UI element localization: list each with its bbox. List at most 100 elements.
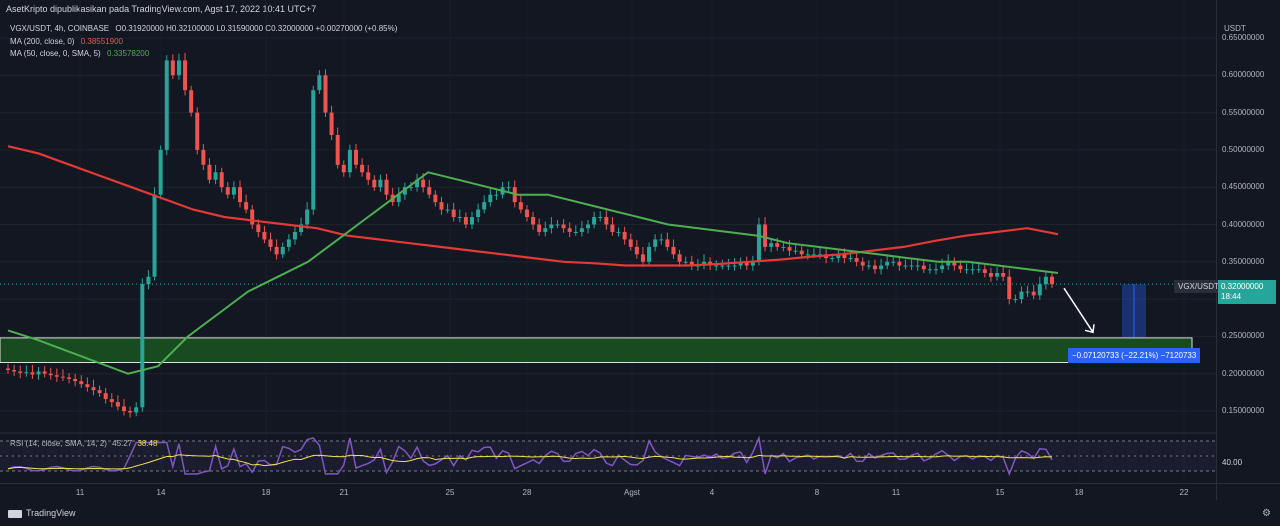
candle xyxy=(488,187,493,207)
candle-body xyxy=(42,371,47,374)
candle-body xyxy=(488,194,493,203)
candle-body xyxy=(781,246,786,248)
candle-body xyxy=(518,202,523,210)
time-label: 4 xyxy=(709,488,715,497)
candle xyxy=(262,225,267,244)
rsi-pane xyxy=(0,432,1216,477)
candle xyxy=(128,406,133,418)
candle xyxy=(463,212,468,229)
candle xyxy=(763,217,768,252)
candle xyxy=(396,187,401,207)
grid xyxy=(0,37,1216,412)
price-currency: USDT xyxy=(1224,24,1246,33)
price-scale[interactable] xyxy=(1216,0,1280,500)
candle xyxy=(1031,284,1036,300)
candle-body xyxy=(73,378,78,382)
candle xyxy=(1001,266,1006,282)
candle xyxy=(756,217,761,266)
candle xyxy=(702,254,706,270)
legend-rsi-row: RSI (14, close, SMA, 14, 2) 45.27 38.48 xyxy=(10,439,157,448)
candle-body xyxy=(384,179,389,195)
candle xyxy=(921,261,926,273)
candle xyxy=(195,107,200,155)
candle-body xyxy=(940,265,945,270)
candle xyxy=(439,196,444,215)
legend-ma200-row: MA (200, close, 0) 0.38551900 xyxy=(10,37,123,46)
candle-body xyxy=(231,187,236,195)
candle-body xyxy=(256,224,261,232)
candle-body xyxy=(927,269,932,271)
candle xyxy=(122,399,126,416)
chart-pane[interactable] xyxy=(0,0,1216,483)
candle-body xyxy=(897,261,902,266)
candle-body xyxy=(549,224,554,229)
candle xyxy=(311,85,316,215)
candle-body xyxy=(152,194,157,277)
support-zone xyxy=(0,337,1193,364)
candle xyxy=(598,211,603,222)
candle-body xyxy=(647,246,652,262)
candle xyxy=(628,233,633,251)
candle xyxy=(586,220,590,234)
candle xyxy=(476,203,481,223)
candle xyxy=(152,187,157,281)
candle xyxy=(1007,269,1012,305)
price-label: 0.40000000 xyxy=(1222,219,1265,229)
candle-body xyxy=(115,402,120,407)
candle-body xyxy=(970,269,975,271)
ma200-line xyxy=(7,145,1059,267)
time-label: 8 xyxy=(814,488,820,497)
candle-body xyxy=(714,265,719,267)
candle-body xyxy=(891,261,896,263)
candle-body xyxy=(439,202,444,210)
candle xyxy=(903,259,908,270)
candle xyxy=(494,190,499,200)
candle-body xyxy=(995,272,1000,277)
candle-body xyxy=(225,187,230,195)
time-label: 25 xyxy=(445,488,455,497)
candle xyxy=(140,278,145,412)
candle xyxy=(885,254,890,270)
candle-body xyxy=(1050,276,1054,285)
time-axis[interactable] xyxy=(0,483,1280,504)
gear-icon[interactable]: ⚙ xyxy=(1262,508,1271,519)
price-label: 0.60000000 xyxy=(1222,70,1265,80)
candle-body xyxy=(720,265,725,267)
candle-body xyxy=(311,90,316,210)
candle xyxy=(689,255,694,271)
candle-body xyxy=(30,372,35,375)
time-label: 11 xyxy=(891,488,901,497)
candle-body xyxy=(1019,291,1024,300)
candle xyxy=(170,54,175,80)
time-label: 22 xyxy=(1179,488,1189,497)
candle-body xyxy=(268,239,273,247)
candle xyxy=(372,175,377,191)
candle-body xyxy=(128,411,133,413)
candle-body xyxy=(763,224,768,247)
candle xyxy=(366,164,371,185)
candle-body xyxy=(415,179,420,188)
candle xyxy=(616,227,621,237)
last-price-tag: 0.32000000 18:44 xyxy=(1218,280,1276,304)
candle xyxy=(524,205,529,222)
candle xyxy=(73,373,78,387)
candle xyxy=(872,259,877,274)
candle-body xyxy=(750,261,755,266)
candle-body xyxy=(366,172,371,180)
candle xyxy=(836,249,841,263)
candle xyxy=(531,211,536,230)
candle-body xyxy=(1025,291,1030,293)
candle-body xyxy=(1001,272,1006,277)
price-label: 0.20000000 xyxy=(1222,368,1265,378)
candle-body xyxy=(158,149,163,195)
candle-body xyxy=(476,209,481,218)
last-price-value: 0.32000000 xyxy=(1221,282,1264,291)
candle-body xyxy=(909,265,914,267)
time-label: 18 xyxy=(261,488,271,497)
candle-body xyxy=(610,224,615,232)
candle xyxy=(85,377,90,392)
candle-body xyxy=(1007,276,1012,300)
tradingview-mark-icon xyxy=(8,509,22,518)
time-label: 21 xyxy=(339,488,349,497)
candle-body xyxy=(67,377,72,379)
